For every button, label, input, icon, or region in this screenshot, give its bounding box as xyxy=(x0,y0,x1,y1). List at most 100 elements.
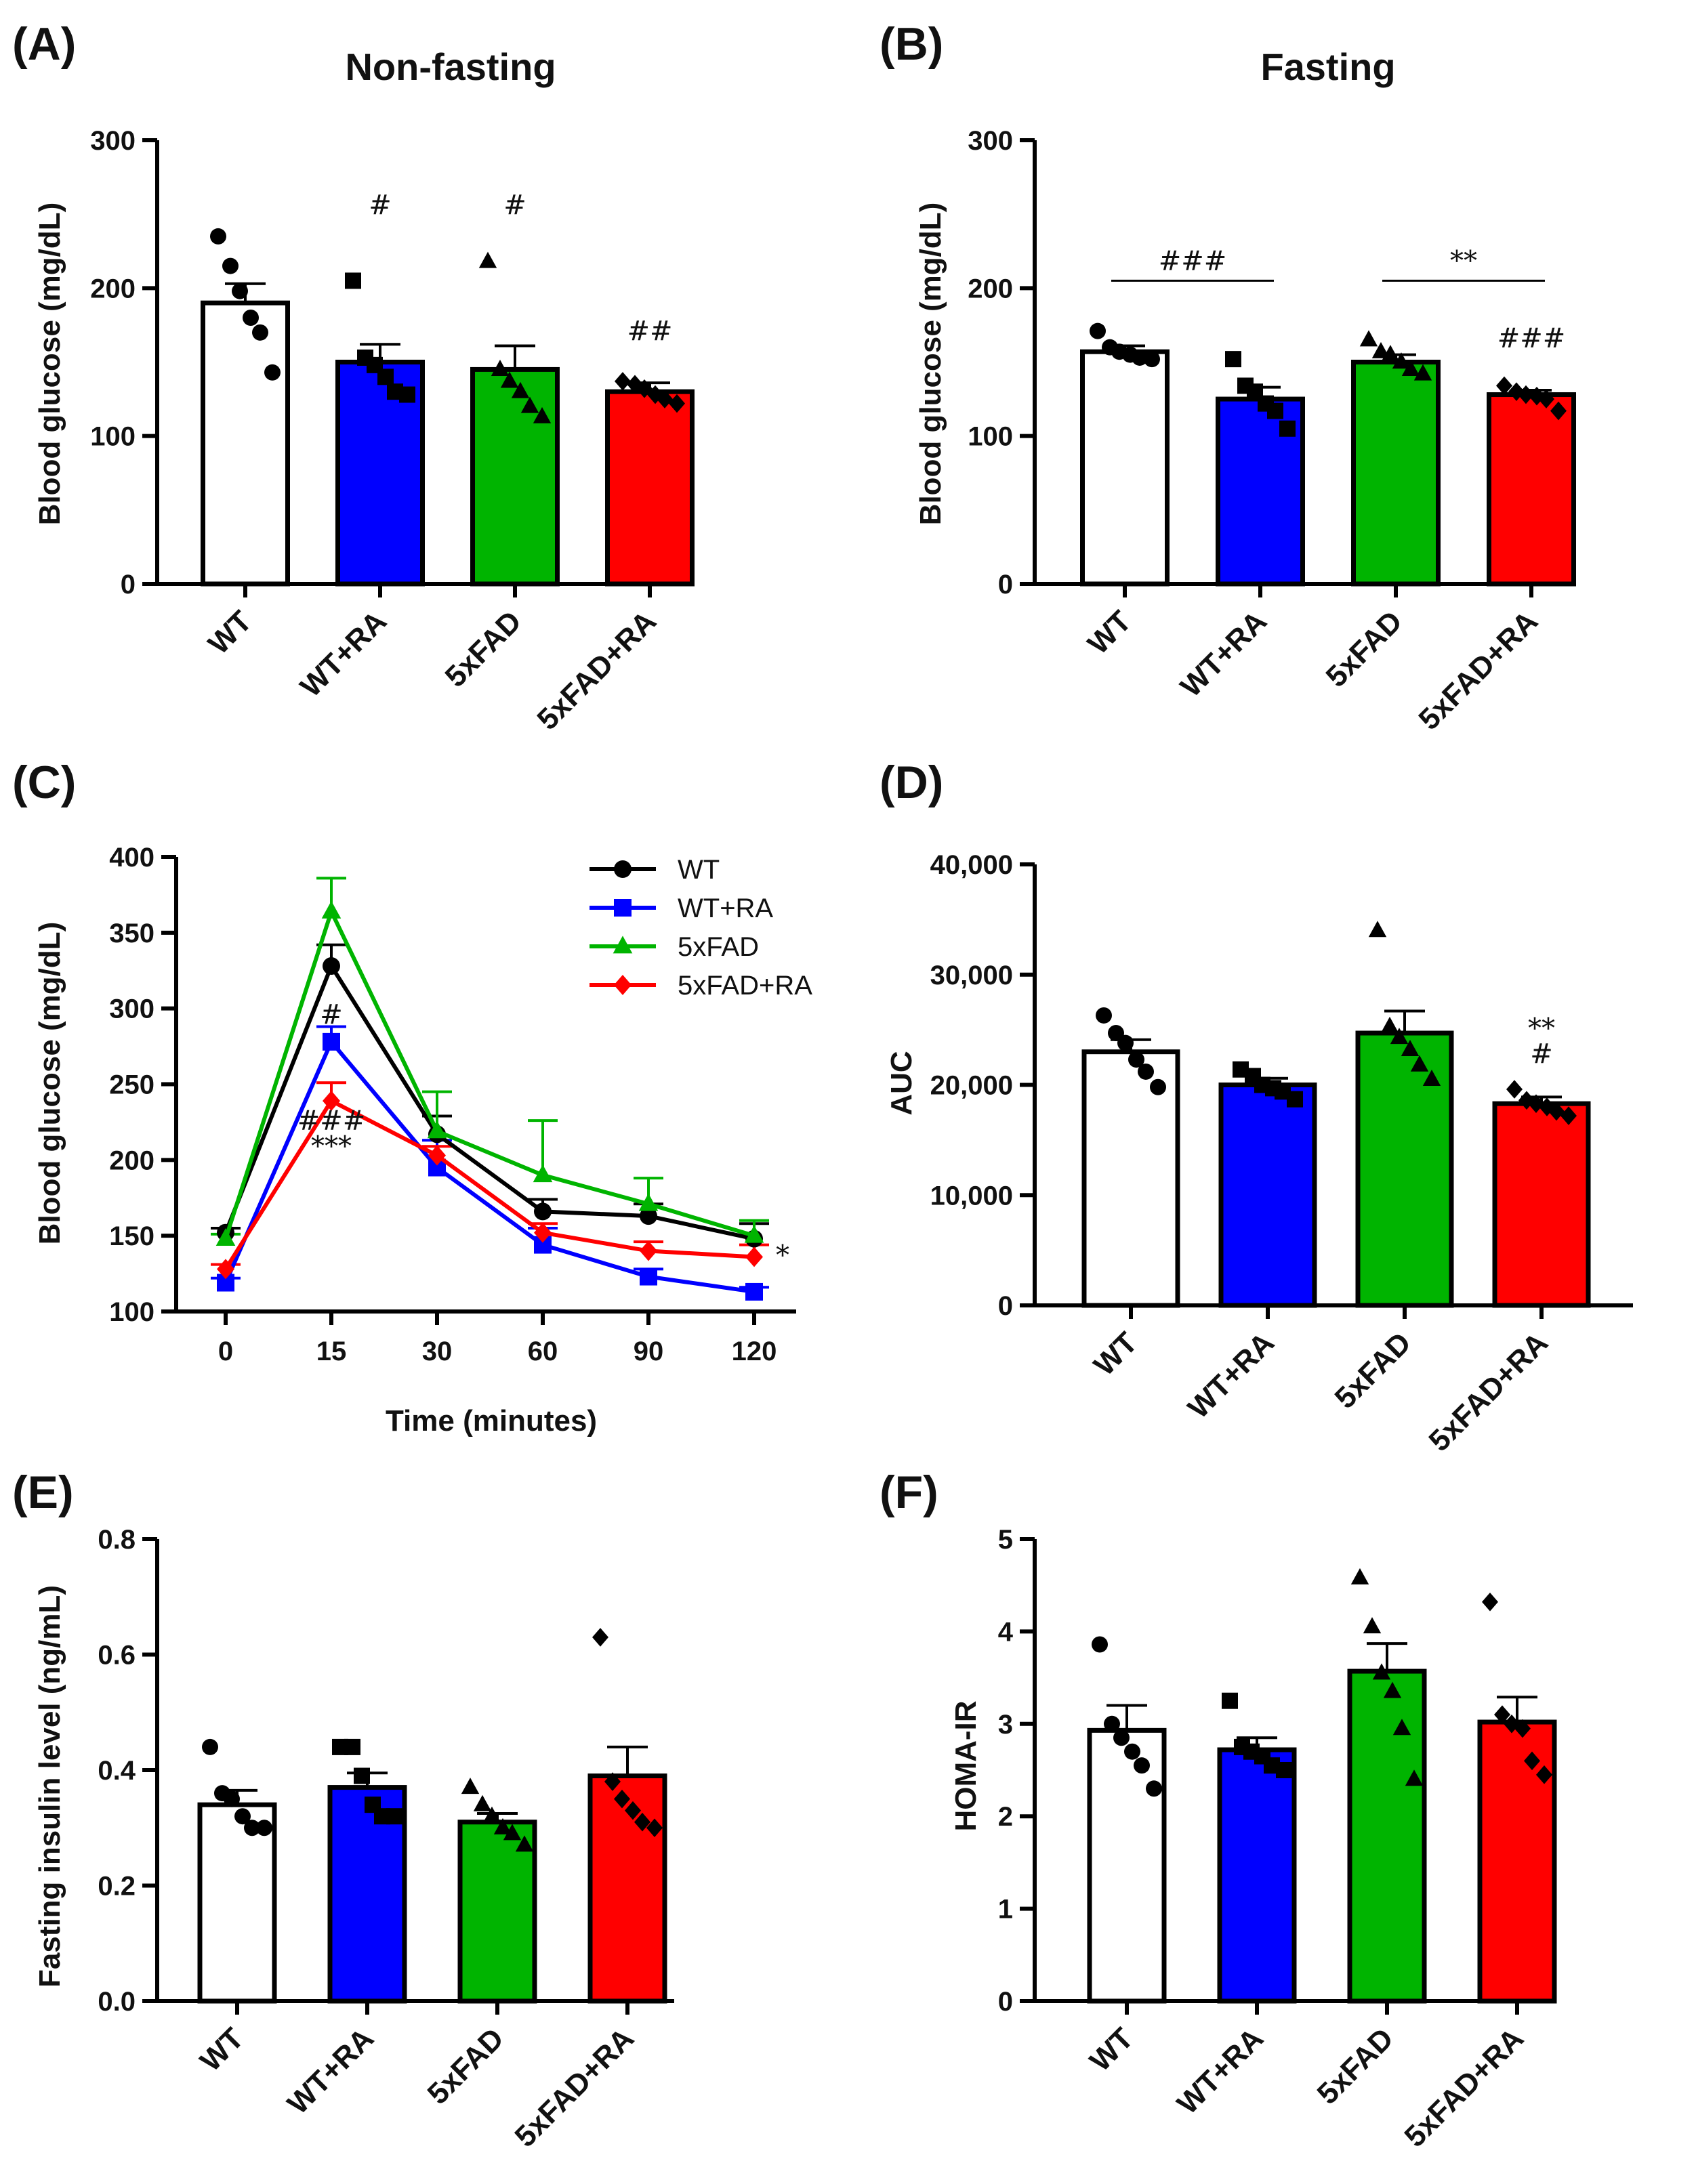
panel-d-auc-chart: (D) AUC 0 10,000 20,000 30,000 40,000 WT WT+RA… xyxy=(880,757,1633,1458)
data-point xyxy=(1390,1028,1409,1045)
data-point xyxy=(634,1812,650,1832)
data-point xyxy=(604,1772,621,1791)
data-point xyxy=(646,1818,663,1838)
data-point xyxy=(625,1801,641,1820)
data-point xyxy=(1350,1568,1369,1584)
series-line-wt xyxy=(224,961,755,1241)
y-tick-label: 0.8 xyxy=(98,1525,136,1555)
data-point xyxy=(745,1282,763,1301)
x-tick-label: 60 xyxy=(528,1337,558,1366)
y-tick-label: 100 xyxy=(90,422,136,452)
panel-label: (E) xyxy=(12,1467,74,1518)
category-label: 5xFAD+RA xyxy=(531,604,663,736)
x-tick-label: 15 xyxy=(316,1337,347,1366)
category-label: 5xFAD+RA xyxy=(1412,604,1544,736)
data-point xyxy=(323,1091,340,1112)
data-point xyxy=(1550,401,1567,421)
data-point xyxy=(1267,402,1283,419)
data-point xyxy=(1132,349,1148,366)
data-point xyxy=(473,1794,492,1811)
bar-5xfad xyxy=(1347,1668,1427,2004)
category-label: 5xFAD xyxy=(1320,604,1409,693)
y-tick-label: 250 xyxy=(109,1070,154,1100)
data-point xyxy=(1383,1681,1402,1698)
bar-5xfad xyxy=(457,1820,537,2004)
data-point xyxy=(321,900,342,919)
data-point xyxy=(1392,352,1411,369)
bar-wt xyxy=(1087,1727,1167,2004)
panel-label: (C) xyxy=(12,757,76,808)
data-point xyxy=(1514,1719,1531,1738)
category-label: 5xFAD+RA xyxy=(1422,1326,1554,1458)
y-axis-label: Blood glucose (mg/dL) xyxy=(914,203,947,526)
legend-label: WT xyxy=(678,855,720,885)
category-label: 5xFAD xyxy=(1329,1326,1418,1414)
data-point xyxy=(1359,330,1378,347)
data-point xyxy=(491,360,510,377)
data-point xyxy=(1548,1101,1565,1121)
y-tick-label: 200 xyxy=(968,274,1013,303)
data-point xyxy=(534,1222,552,1243)
significance-label: *** xyxy=(311,1131,352,1162)
category-label: 5xFAD+RA xyxy=(508,2021,640,2154)
data-point xyxy=(1276,1762,1292,1778)
data-point xyxy=(1368,921,1387,938)
category-label: WT+RA xyxy=(1174,604,1273,703)
data-point xyxy=(344,1738,360,1755)
bar-5xfad-ra xyxy=(1487,392,1576,587)
chart-title: Fasting xyxy=(1260,45,1395,88)
significance-label: * xyxy=(776,1240,789,1272)
bar-5xfad-ra xyxy=(1492,1101,1591,1308)
y-tick-label: 0.2 xyxy=(98,1872,136,1902)
data-point xyxy=(627,375,643,394)
significance-label: ### xyxy=(297,1106,366,1137)
panel-label: (D) xyxy=(880,757,943,808)
y-axis-label: Blood glucose (mg/dL) xyxy=(33,922,66,1245)
y-tick-label: 2 xyxy=(998,1802,1013,1832)
chart-title: Non-fasting xyxy=(345,45,556,88)
legend-marker xyxy=(614,899,632,917)
x-tick-label: 90 xyxy=(634,1337,664,1366)
category-label: WT+RA xyxy=(281,2021,380,2120)
panel-label: (F) xyxy=(880,1467,938,1518)
bar-wt xyxy=(201,300,290,587)
data-point xyxy=(614,1789,630,1809)
data-point xyxy=(1413,364,1432,381)
data-point xyxy=(493,1818,512,1834)
y-tick-label: 200 xyxy=(90,274,136,303)
data-point xyxy=(1401,1040,1420,1057)
data-point xyxy=(1146,1780,1162,1797)
data-point xyxy=(1128,1051,1144,1068)
category-label: 5xFAD+RA xyxy=(1398,2021,1530,2154)
data-point xyxy=(1380,1016,1399,1033)
y-tick-label: 0.0 xyxy=(98,1987,136,2017)
y-tick-label: 200 xyxy=(109,1146,154,1175)
data-point xyxy=(256,1820,272,1836)
bar-5xfad xyxy=(1351,360,1441,587)
data-point xyxy=(1538,390,1554,408)
data-point xyxy=(533,1164,553,1183)
category-label: 5xFAD xyxy=(421,2021,510,2110)
data-point xyxy=(515,1835,534,1852)
significance-label: ## xyxy=(627,316,672,347)
data-point xyxy=(1144,351,1160,368)
data-point xyxy=(640,1207,657,1225)
data-point xyxy=(657,390,673,408)
panel-a-nonfasting-chart: (A) Non-fasting Blood glucose (mg/dL) 0 1… xyxy=(12,18,695,736)
data-point xyxy=(323,957,340,975)
category-label: WT+RA xyxy=(1182,1326,1281,1425)
data-point xyxy=(1117,1034,1134,1051)
bar-5xfad xyxy=(1355,1030,1454,1308)
legend-label: 5xFAD xyxy=(678,932,759,962)
y-tick-label: 20,000 xyxy=(930,1071,1013,1101)
data-point xyxy=(354,1767,370,1784)
data-point xyxy=(202,1738,218,1755)
significance-label: ### xyxy=(1159,245,1227,276)
data-point xyxy=(500,371,519,388)
data-point xyxy=(592,1628,608,1647)
y-axis-label: HOMA-IR xyxy=(949,1700,983,1831)
data-point xyxy=(243,310,259,326)
y-tick-label: 5 xyxy=(998,1525,1013,1555)
y-axis-label: Fasting insulin level (ng/mL) xyxy=(33,1585,66,1988)
